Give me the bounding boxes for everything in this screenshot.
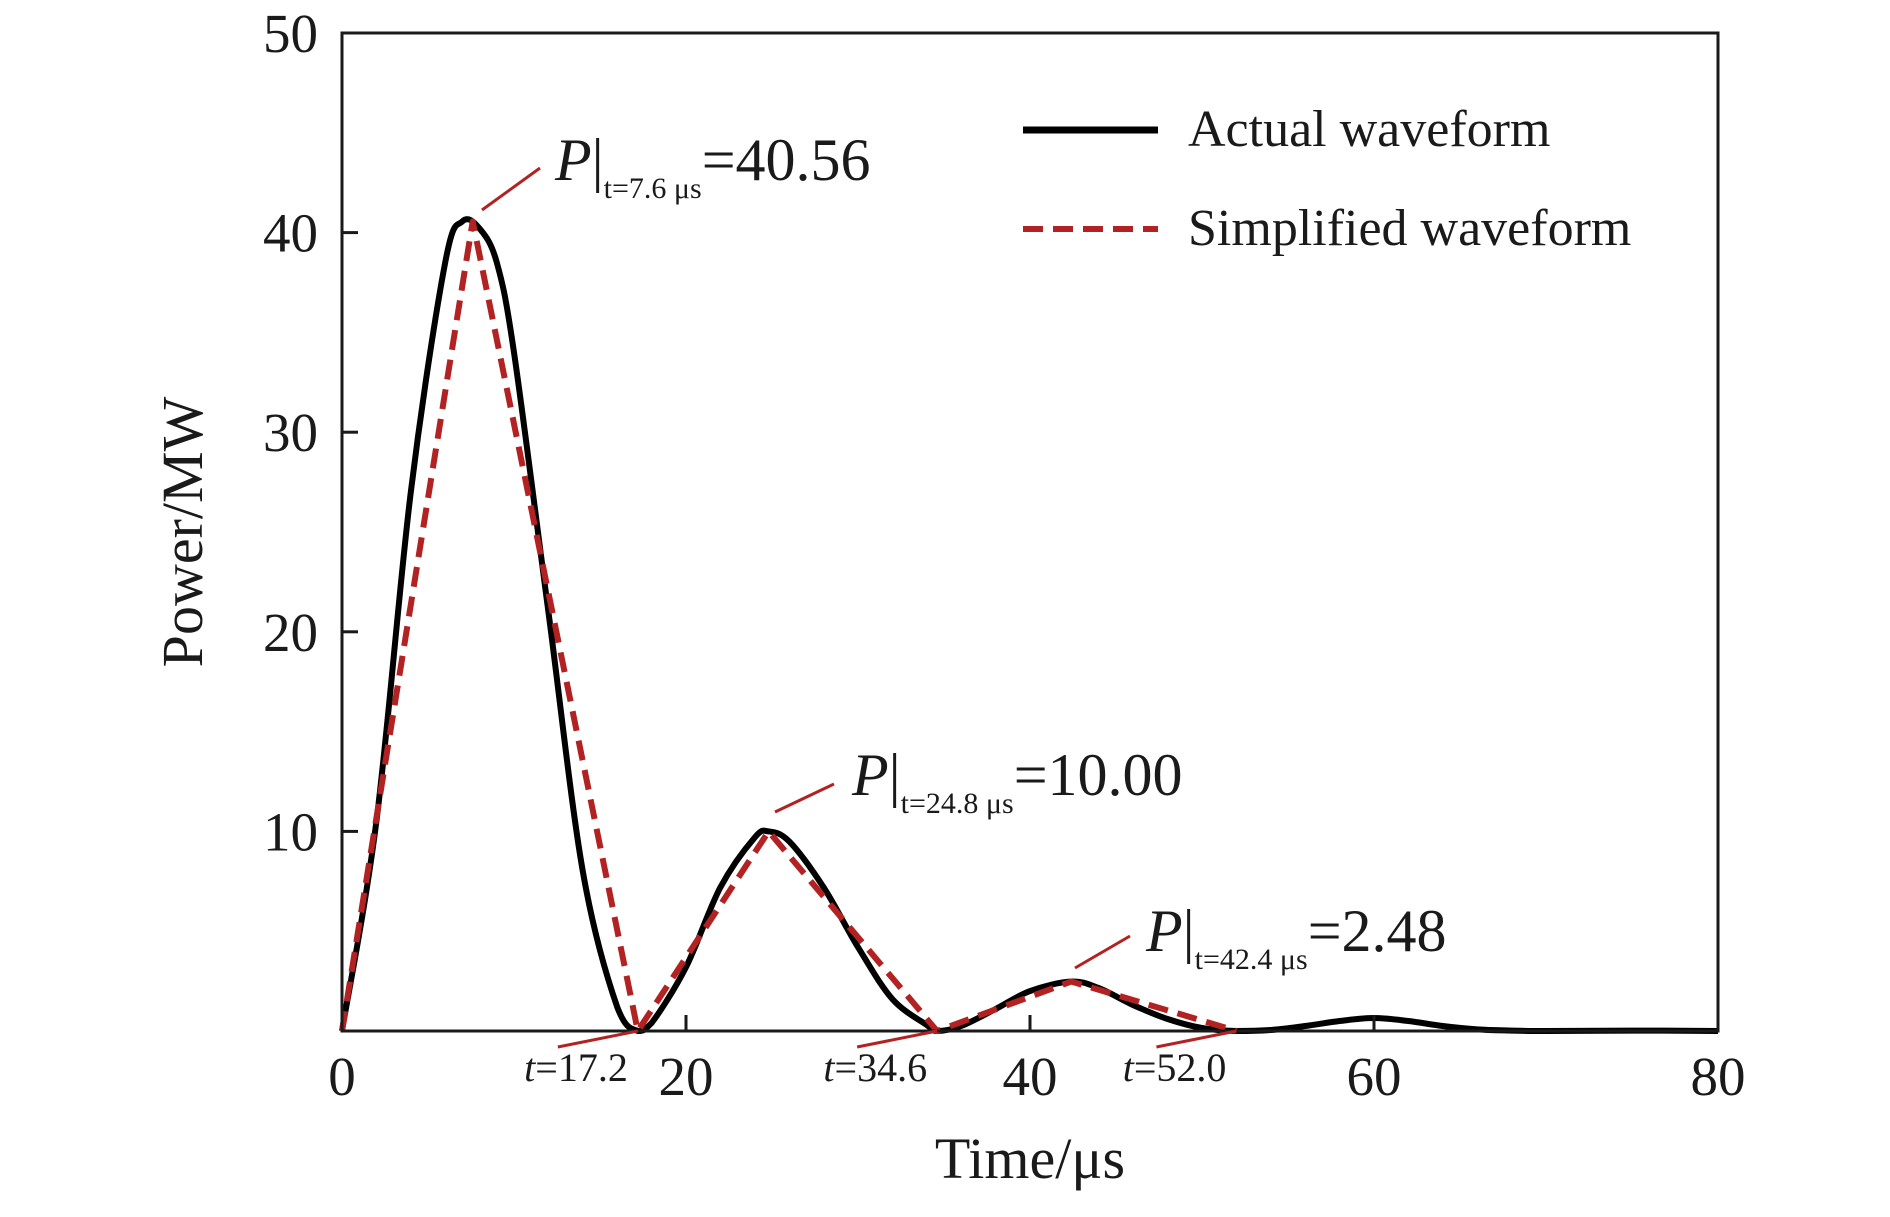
peak-annotation-label: P|t=7.6 μs=40.56 <box>554 127 871 205</box>
x-tick-label: 0 <box>328 1046 356 1107</box>
zero-crossing-label: t=17.2 <box>524 1045 628 1090</box>
y-tick-label: 30 <box>263 402 318 463</box>
zero-crossing-label: t=52.0 <box>1123 1045 1227 1090</box>
y-tick-label: 50 <box>263 3 318 64</box>
zero-crossing-leader <box>557 1029 639 1049</box>
zero-crossing-leader <box>856 1029 938 1049</box>
axis-ticks: 0 20 40 60 80 10 20 30 40 50 <box>263 3 1746 1107</box>
x-tick-label: 20 <box>659 1046 714 1107</box>
x-tick-label: 40 <box>1003 1046 1058 1107</box>
legend: Actual waveform Simplified waveform <box>1023 101 1631 257</box>
zero-crossing-label: t=34.6 <box>823 1045 927 1090</box>
peak-annotation-label: P|t=24.8 μs=10.00 <box>851 742 1183 820</box>
legend-actual-label: Actual waveform <box>1188 101 1550 158</box>
peak-annotation-label: P|t=42.4 μs=2.48 <box>1145 898 1447 976</box>
annotations-layer: P|t=7.6 μs=40.56 P|t=24.8 μs=10.00 P|t=42.… <box>481 127 1447 1090</box>
peak-annotation-leader <box>774 782 835 814</box>
x-tick-label: 60 <box>1347 1046 1402 1107</box>
x-tick-label: 80 <box>1691 1046 1746 1107</box>
series-layer <box>339 216 1719 1034</box>
peak-annotation-leader <box>1074 934 1131 970</box>
y-tick-label: 20 <box>263 602 318 663</box>
y-tick-label: 40 <box>263 203 318 264</box>
peak-annotation-leader <box>481 166 541 212</box>
actual-waveform-line <box>339 216 1719 1034</box>
x-axis-label: Time/μs <box>935 1126 1125 1191</box>
legend-simplified-label: Simplified waveform <box>1188 200 1631 257</box>
y-axis-label: Power/MW <box>150 396 215 667</box>
y-tick-label: 10 <box>263 801 318 862</box>
zero-crossing-leader <box>1156 1029 1237 1049</box>
simplified-waveform-line <box>339 218 1238 1034</box>
plot-frame <box>340 31 1720 1033</box>
